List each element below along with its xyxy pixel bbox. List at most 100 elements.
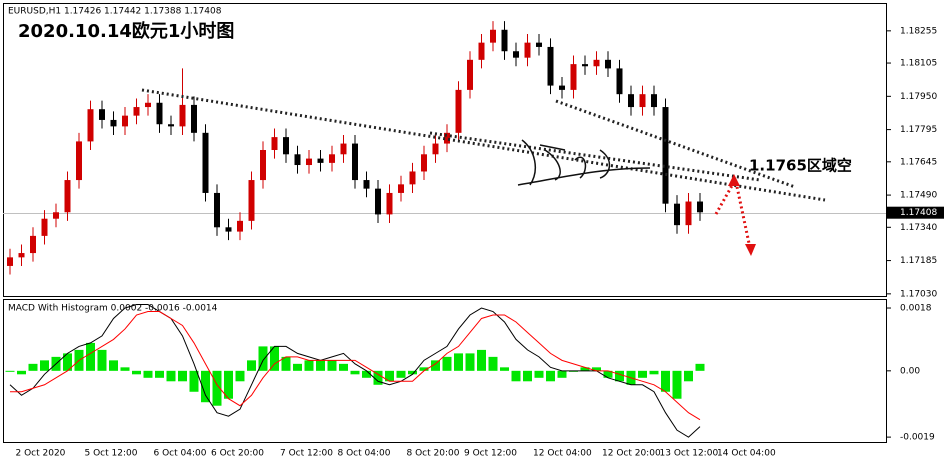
x-tick-label: 12 Oct 20:00	[602, 449, 661, 459]
arrow-down	[734, 181, 752, 249]
histogram-bar	[258, 346, 268, 371]
histogram-bar	[580, 367, 590, 371]
x-tick-label: 14 Oct 04:00	[717, 449, 776, 459]
y-tick-label: 1.17645	[900, 157, 937, 167]
candle-body	[375, 188, 381, 215]
price-panel-frame	[3, 3, 887, 297]
x-tick-label: 8 Oct 04:00	[338, 449, 391, 459]
x-tick-label: 2 Oct 2020	[16, 449, 66, 459]
candle-body	[559, 85, 565, 90]
histogram-bar	[362, 370, 371, 378]
candle-body	[582, 64, 588, 67]
candle-body	[53, 212, 59, 219]
histogram-bar	[109, 360, 118, 371]
candle-body	[283, 137, 289, 155]
histogram-bar	[120, 367, 130, 371]
candle-body	[214, 192, 220, 228]
candle-body	[191, 104, 197, 133]
candle-body	[467, 59, 473, 90]
histogram-bar	[224, 370, 233, 399]
candle-body	[501, 29, 508, 52]
trend-lines	[141, 88, 826, 202]
histogram-bar	[488, 356, 498, 371]
histogram-bar	[649, 370, 659, 375]
candle-body	[363, 180, 370, 189]
histogram-bar	[17, 370, 26, 375]
candle-body	[352, 143, 358, 181]
candle-body	[490, 29, 496, 43]
histogram-bar	[155, 370, 164, 378]
candle-body	[386, 192, 393, 215]
histogram-bar	[40, 360, 49, 371]
histogram-bar	[212, 370, 222, 406]
histogram-bar	[270, 346, 279, 371]
candle-body	[570, 64, 577, 90]
histogram-bar	[86, 342, 95, 371]
candle-body	[674, 203, 680, 226]
chart-header: EURUSD,H1 1.17426 1.17442 1.17388 1.1740…	[8, 7, 222, 17]
y-tick-label: 0.0018	[900, 304, 932, 314]
histogram-bar	[373, 370, 383, 385]
candle-body	[524, 42, 531, 58]
histogram-bar	[304, 360, 314, 371]
candle-body	[306, 158, 312, 166]
candle-body	[41, 218, 48, 236]
histogram-bar	[684, 370, 693, 382]
histogram-bar	[316, 360, 325, 371]
candle-body	[110, 119, 117, 127]
y-tick-label: 1.17185	[900, 256, 937, 266]
forecast-arrows	[714, 181, 752, 249]
histogram-bar	[638, 370, 647, 378]
histogram-bar	[408, 370, 417, 375]
candle-body	[99, 109, 105, 120]
candle-body	[248, 180, 255, 221]
candle-body	[317, 158, 324, 163]
histogram-bar	[603, 370, 613, 378]
trend-line	[429, 131, 761, 182]
histogram-bar	[63, 353, 72, 371]
candle-body	[639, 94, 646, 108]
x-tick-label: 12 Oct 04:00	[533, 449, 592, 459]
candle-body	[64, 180, 71, 213]
x-tick-label: 8 Oct 20:00	[407, 449, 460, 459]
histogram-bar	[28, 363, 38, 371]
current-price-box	[887, 206, 944, 219]
y-tick-label: 1.17490	[900, 191, 937, 201]
candle-body	[685, 201, 692, 226]
histogram-bar	[201, 370, 210, 403]
candle-body	[271, 137, 278, 150]
candle-body	[179, 104, 186, 127]
y-tick-label: -0.0019	[900, 433, 935, 443]
candle-body	[513, 51, 519, 58]
histogram-bar	[385, 370, 394, 382]
x-tick-label: 6 Oct 04:00	[154, 449, 207, 459]
histogram-bar	[419, 367, 429, 371]
histogram-bar	[293, 363, 302, 371]
candle-body	[478, 42, 485, 60]
histogram-bar	[672, 370, 682, 399]
candle-body	[432, 143, 439, 155]
candle-body	[536, 42, 542, 47]
x-tick-label: 7 Oct 12:00	[280, 449, 333, 459]
arrow-head	[728, 174, 740, 186]
current-price-label: 1.17408	[900, 208, 937, 218]
candle-body	[651, 94, 657, 108]
candle-body	[329, 154, 335, 163]
arrow-up	[714, 181, 736, 215]
candle-body	[87, 109, 94, 142]
candle-body	[202, 132, 209, 193]
candle-body	[593, 59, 600, 67]
macd-header: MACD With Histogram 0.0002 -0.0016 -0.00…	[8, 304, 218, 314]
histogram-bar	[442, 356, 452, 371]
candle-body	[628, 94, 634, 108]
candle-body	[76, 141, 82, 181]
candle-body	[237, 220, 243, 232]
histogram-bar	[465, 353, 475, 371]
annotation: 1.1765区域空	[749, 157, 852, 175]
x-tick-label: 9 Oct 12:00	[464, 449, 517, 459]
candle-body	[30, 235, 36, 254]
histogram-bar	[695, 363, 705, 371]
histogram-bar	[5, 370, 15, 372]
y-tick-label: 1.17030	[900, 289, 937, 299]
